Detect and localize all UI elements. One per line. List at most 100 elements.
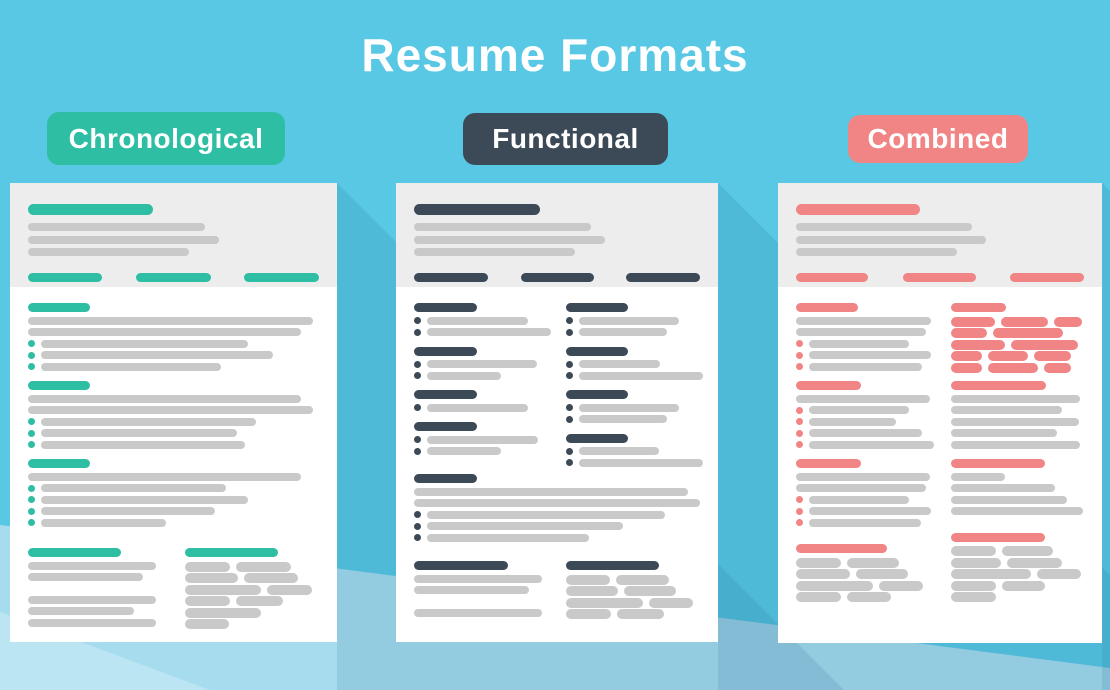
bullet-text-bar: [579, 447, 659, 455]
text-line-bar: [951, 440, 1080, 449]
word-cluster-row: [185, 607, 319, 618]
bullet-text-bar: [41, 495, 248, 504]
combined-label-pill: Combined: [848, 115, 1028, 163]
word-bar: [624, 586, 676, 596]
resume-body-column: [951, 303, 1084, 604]
spacer: [28, 452, 314, 459]
chronological-label-pill: Chronological: [47, 112, 285, 165]
bullet-dot: [28, 519, 35, 526]
bullet-text-bar: [41, 484, 226, 492]
contact-bar: [1010, 273, 1084, 282]
bullet-text-bar: [809, 351, 931, 359]
bullet-line: [566, 328, 700, 336]
spacer: [951, 519, 1084, 533]
word-bar: [796, 557, 841, 568]
section-header-bar: [796, 381, 861, 390]
word-bar: [796, 592, 841, 602]
bullet-dot: [414, 447, 421, 455]
bullet-line: [566, 316, 700, 325]
bullet-line: [796, 417, 933, 426]
word-cluster-row: [951, 546, 1084, 556]
resume-body-column: [185, 548, 319, 631]
text-line-bar: [28, 472, 301, 481]
functional-resume-page: [396, 183, 718, 642]
word-bar: [236, 561, 291, 572]
bullet-text-bar: [427, 533, 589, 542]
word-cluster-row: [566, 574, 700, 585]
section-header-bar: [414, 303, 477, 312]
bullet-dot: [566, 447, 573, 455]
bullet-text-bar: [809, 406, 909, 414]
bullet-text-bar: [427, 447, 501, 455]
resume-body-column: [28, 303, 314, 548]
bullet-text-bar: [579, 458, 703, 467]
combined-label: Combined: [867, 123, 1009, 154]
word-bar: [1037, 569, 1081, 579]
bullet-text-bar: [809, 362, 922, 371]
section-header-bar: [414, 561, 508, 570]
skill-tag-bar: [988, 351, 1028, 361]
bullet-dot: [28, 507, 35, 515]
resume-body-column: [796, 303, 934, 604]
bullet-line: [414, 447, 549, 455]
name-bar: [414, 204, 540, 215]
contact-bar: [414, 273, 488, 282]
bullet-line: [796, 507, 933, 515]
infographic-title: Resume Formats: [361, 29, 749, 81]
word-bar: [649, 597, 693, 608]
resume-body: [778, 287, 1102, 604]
section-header-bar: [28, 381, 90, 390]
bullet-dot: [566, 404, 573, 411]
bullet-line: [28, 339, 314, 348]
contact-row: [796, 273, 1084, 282]
bullet-line: [566, 403, 700, 412]
bullet-line: [28, 362, 314, 371]
resume-body-row: [28, 548, 319, 631]
word-cluster-row: [566, 586, 700, 596]
bullet-line: [414, 316, 549, 325]
bullet-text-bar: [579, 415, 667, 423]
bullet-text-bar: [427, 435, 538, 444]
skill-tag-row: [951, 316, 1084, 327]
word-cluster-row: [796, 592, 933, 602]
bullet-dot: [796, 351, 803, 359]
bullet-text-bar: [41, 518, 166, 527]
spacer: [566, 383, 700, 390]
bullet-text-bar: [809, 518, 921, 527]
resume-body-column: [566, 561, 700, 621]
skill-tag-bar: [1001, 316, 1048, 327]
word-bar: [847, 557, 899, 568]
contact-bar: [28, 273, 102, 282]
bullet-text-bar: [41, 429, 237, 437]
bullet-dot: [796, 406, 803, 414]
contact-row: [414, 273, 700, 282]
bullet-text-bar: [427, 371, 501, 380]
bullet-text-bar: [809, 429, 922, 437]
text-line-bar: [951, 472, 1005, 481]
word-cluster-row: [185, 573, 319, 583]
resume-body-column: [414, 303, 551, 470]
skill-tag-bar: [993, 328, 1063, 338]
bullet-line: [566, 447, 700, 455]
resume-header-block: [10, 183, 337, 287]
word-bar: [185, 573, 238, 583]
section-header-bar: [414, 390, 477, 399]
bullet-line: [566, 415, 700, 423]
bullet-dot: [796, 519, 803, 526]
text-line-bar: [28, 394, 301, 403]
resume-body-row: [414, 561, 700, 621]
text-line-bar: [414, 499, 700, 507]
spacer: [414, 545, 700, 561]
bullet-dot: [414, 436, 421, 443]
header-text-line-bar: [28, 235, 219, 244]
text-line-bar: [414, 574, 542, 583]
text-line-bar: [796, 316, 931, 325]
bullet-line: [566, 371, 703, 380]
bullet-dot: [414, 404, 421, 411]
bullet-line: [796, 429, 933, 437]
word-bar: [951, 580, 996, 591]
skill-tag-bar: [988, 362, 1038, 373]
text-line-bar: [28, 561, 156, 570]
section-header-bar: [951, 381, 1046, 390]
